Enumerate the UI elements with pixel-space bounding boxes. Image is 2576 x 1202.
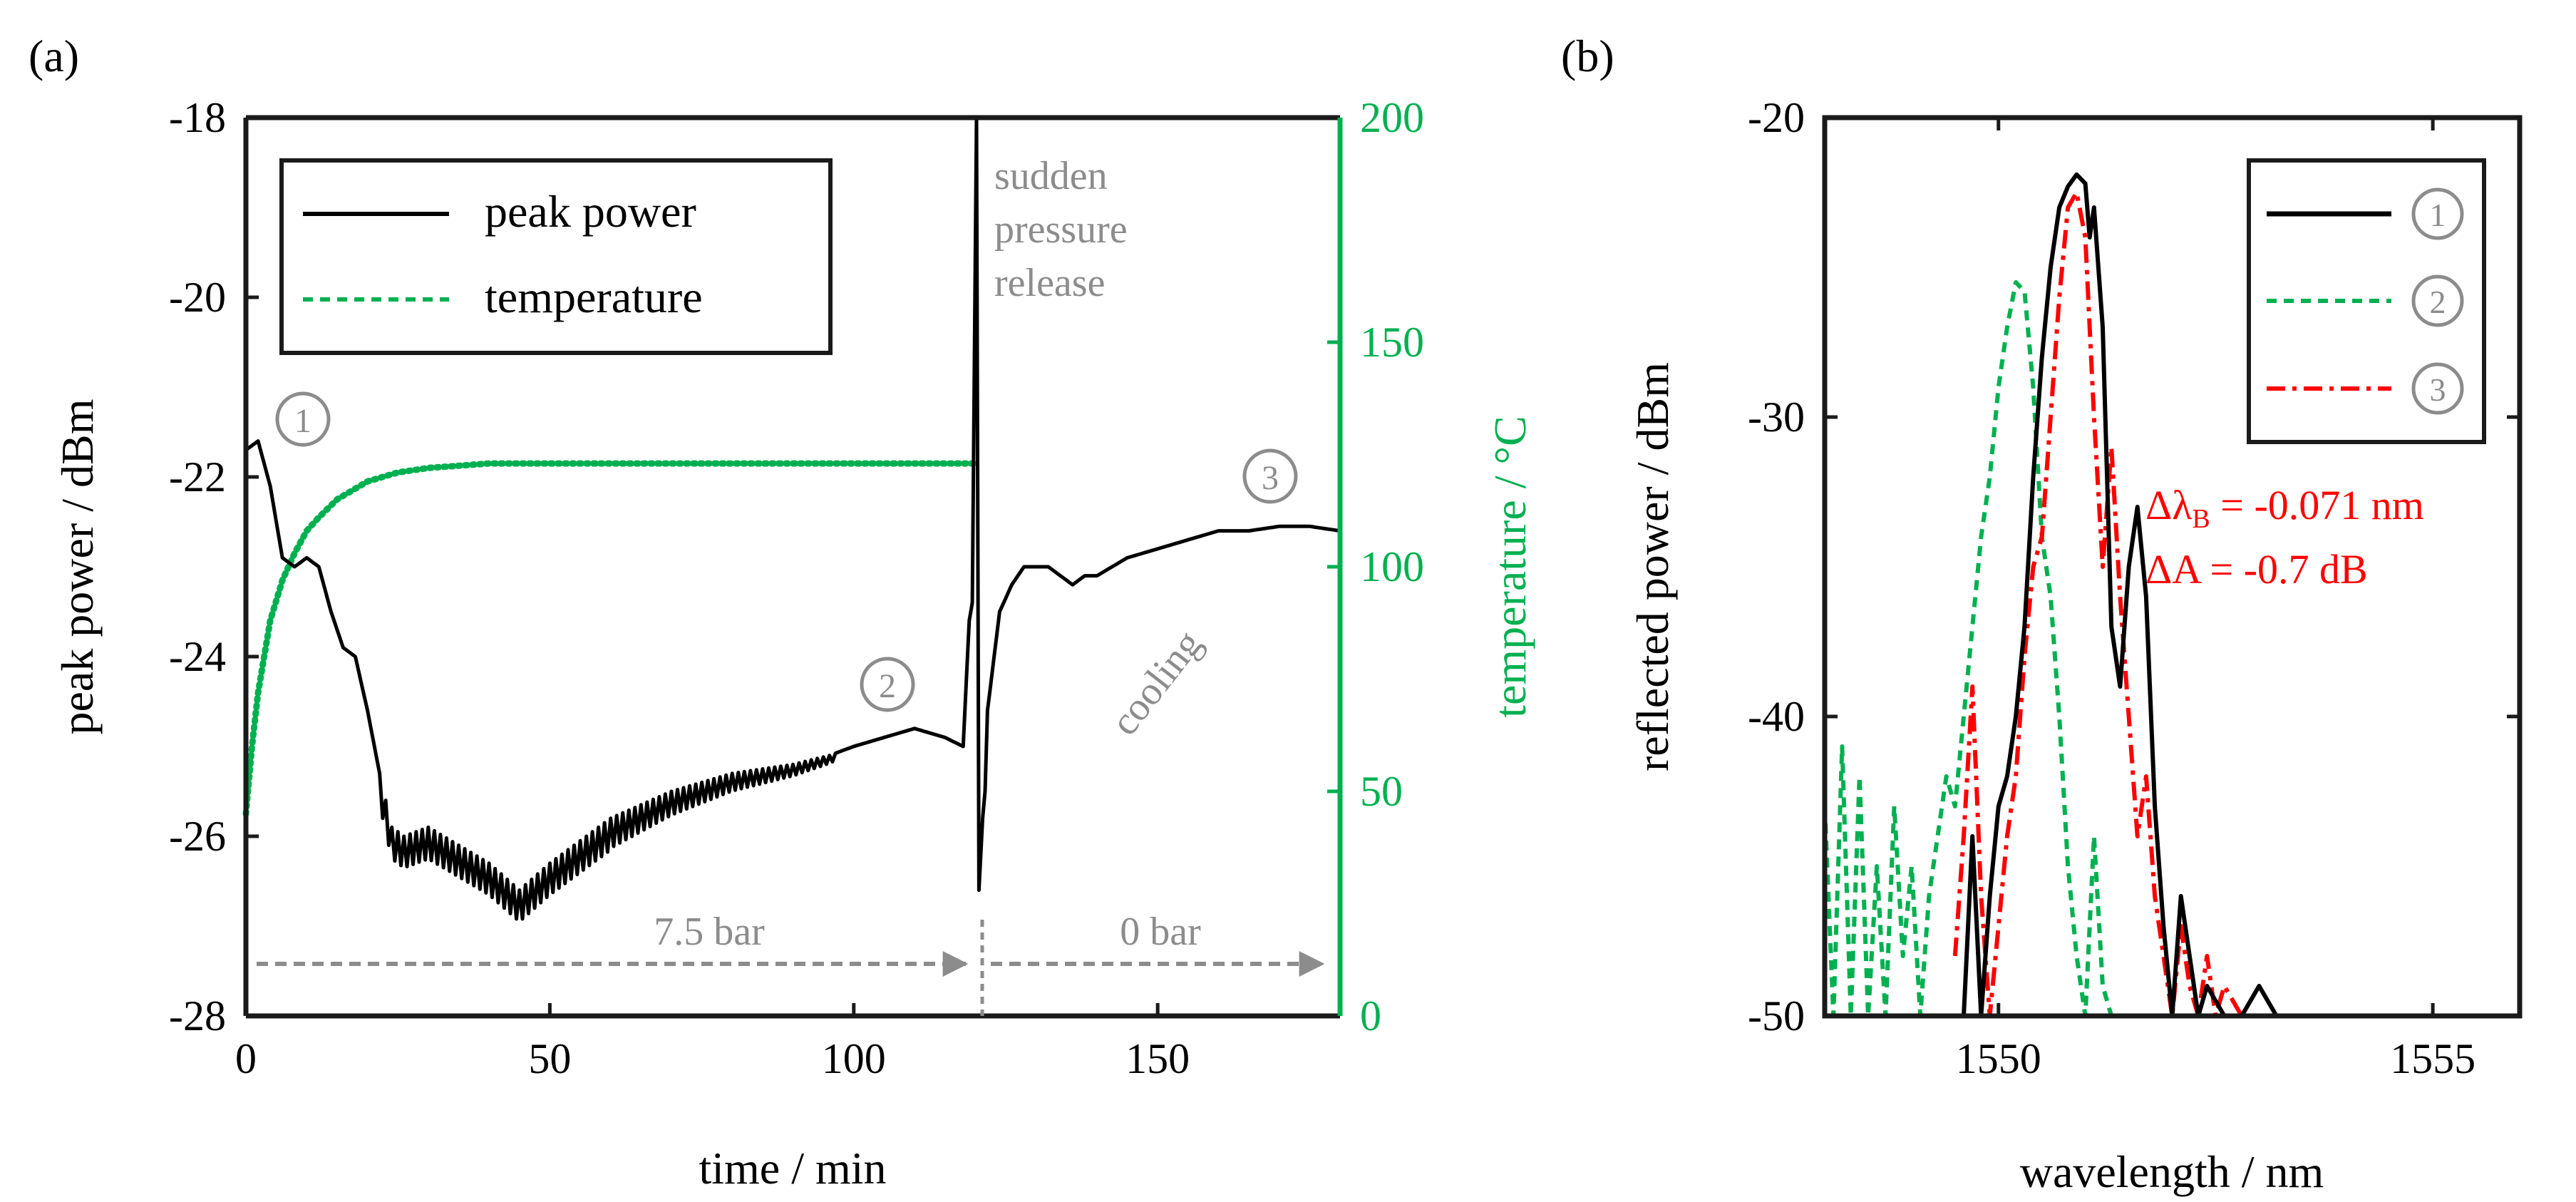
legend-peak-label: peak power xyxy=(485,186,696,237)
panel-a-series xyxy=(242,115,1341,921)
delta-lambda-prefix: Δλ xyxy=(2145,482,2192,528)
legend-2-label: 2 xyxy=(2430,284,2446,320)
marker-3: 3 xyxy=(1242,448,1298,504)
a-xtick-label-100: 100 xyxy=(822,1035,886,1082)
panel-b-xlabel: wavelength / nm xyxy=(2020,1146,2324,1197)
bar-0-label: 0 bar xyxy=(1120,910,1201,954)
panel-b-frame xyxy=(1822,115,2523,1019)
panel-a: (a) 0 50 100 150 -28 -26 -24 -22 -20 -18 0 50 100 150… xyxy=(29,31,1535,1193)
a-y2tick-label-150: 150 xyxy=(1360,319,1424,366)
series-temperature xyxy=(242,460,979,817)
b-xtick-label-1550: 1550 xyxy=(1956,1035,2041,1082)
bar-7-5-label: 7.5 bar xyxy=(654,910,765,954)
delta-lambda-value: = -0.071 nm xyxy=(2210,482,2424,528)
marker-2: 2 xyxy=(860,657,915,712)
panel-a-ticks: 0 50 100 150 -28 -26 -24 -22 -20 -18 0 50 100 150 200 xyxy=(169,94,1424,1082)
series-peak-power xyxy=(244,115,1341,921)
legend-3-label: 3 xyxy=(2430,371,2446,408)
panel-a-label: (a) xyxy=(29,31,79,81)
spectrum-2 xyxy=(1823,280,2121,1018)
b-ytick-label--40: -40 xyxy=(1748,693,1805,740)
panel-a-ylabel-right: temperature / °C xyxy=(1485,416,1535,718)
a-y2tick-label-50: 50 xyxy=(1360,768,1403,815)
b-ytick-label--20: -20 xyxy=(1748,94,1805,141)
panel-b-label: (b) xyxy=(1561,31,1614,81)
svg-text:2: 2 xyxy=(879,667,896,705)
cooling-annotation: cooling xyxy=(1102,622,1210,744)
sudden-release-annotation: sudden pressure release xyxy=(994,154,1138,305)
b-ytick-label--50: -50 xyxy=(1748,992,1805,1039)
delta-a-annotation: ΔA = -0.7 dB xyxy=(2145,546,2368,592)
legend-temp-label: temperature xyxy=(485,272,703,322)
a-ytick-label--20: -20 xyxy=(169,274,226,321)
panel-a-ylabel: peak power / dBm xyxy=(52,399,103,735)
svg-text:3: 3 xyxy=(1262,459,1279,497)
a-y2tick-label-200: 200 xyxy=(1360,94,1424,141)
sudden-line-3: release xyxy=(994,261,1105,305)
sudden-line-1: sudden xyxy=(994,154,1108,198)
delta-lambda-sub: B xyxy=(2192,504,2210,534)
marker-1: 1 xyxy=(275,391,331,447)
b-ytick-label--30: -30 xyxy=(1748,394,1805,441)
a-xtick-label-150: 150 xyxy=(1125,1035,1190,1082)
delta-lambda-annotation: ΔλB = -0.071 nm xyxy=(2145,482,2424,534)
a-ytick-label--18: -18 xyxy=(169,94,226,141)
a-ytick-label--26: -26 xyxy=(169,813,226,860)
a-y2tick-label-100: 100 xyxy=(1360,543,1424,590)
panel-b-series xyxy=(1823,172,2294,1018)
sudden-line-2: pressure xyxy=(994,207,1128,252)
a-xtick-label-50: 50 xyxy=(528,1035,571,1082)
a-y2tick-label-0: 0 xyxy=(1360,992,1381,1039)
a-xtick-label-0: 0 xyxy=(235,1035,257,1082)
spectrum-1 xyxy=(1962,172,2294,1018)
a-ytick-label--24: -24 xyxy=(169,633,226,680)
a-ytick-label--22: -22 xyxy=(169,453,226,500)
svg-text:1: 1 xyxy=(294,402,311,440)
b-xtick-label-1555: 1555 xyxy=(2390,1035,2475,1082)
panel-b-ylabel: reflected power / dBm xyxy=(1627,362,1678,771)
panel-a-legend: peak power temperature xyxy=(279,158,833,355)
panel-b: (b) 1550 1555 -50 -40 -30 -20 reflected power… xyxy=(1561,31,2523,1197)
panel-a-xlabel: time / min xyxy=(699,1143,886,1193)
spectrum-3 xyxy=(1952,190,2260,1018)
a-ytick-label--28: -28 xyxy=(169,992,226,1039)
legend-1-label: 1 xyxy=(2430,197,2446,233)
panel-b-legend: 1 2 3 xyxy=(2247,158,2486,444)
